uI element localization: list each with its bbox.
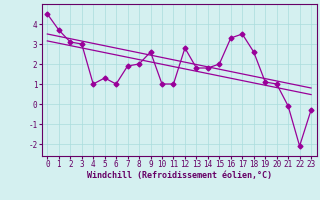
X-axis label: Windchill (Refroidissement éolien,°C): Windchill (Refroidissement éolien,°C): [87, 171, 272, 180]
